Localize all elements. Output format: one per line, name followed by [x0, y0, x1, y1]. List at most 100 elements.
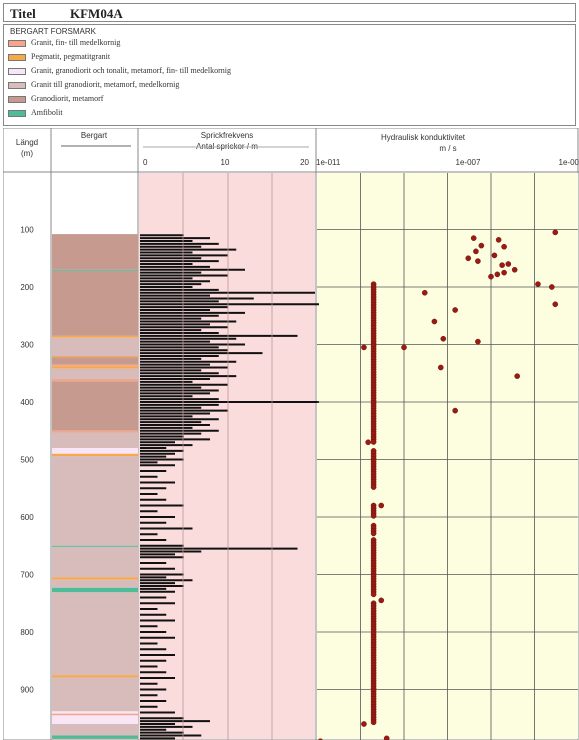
fracture-bar	[140, 654, 175, 656]
fracture-bar	[140, 432, 202, 435]
conductivity-point	[361, 344, 367, 351]
fracture-bar	[140, 631, 167, 633]
rock-unit	[52, 356, 138, 358]
fracture-bar	[140, 688, 167, 691]
fracture-bar	[140, 271, 202, 274]
hydraulic-tick-min: 1e-011	[316, 158, 341, 167]
fracture-bar	[140, 723, 175, 725]
depth-tick-label: 400	[20, 398, 34, 407]
fracture-bar	[140, 602, 175, 605]
depth-tick-label: 500	[20, 456, 34, 465]
fracture-bar	[140, 346, 219, 349]
fracture-bar	[140, 438, 210, 441]
rock-unit	[52, 456, 138, 546]
rock-unit	[52, 234, 138, 270]
fracture-tick-20: 20	[300, 158, 309, 167]
fracture-bar	[140, 487, 167, 490]
conductivity-point	[370, 719, 377, 726]
fracture-bar	[140, 372, 219, 375]
conductivity-point	[475, 258, 481, 264]
conductivity-point	[421, 289, 428, 296]
rock-unit	[52, 364, 138, 367]
legend-label: Granodiorit, metamorf	[31, 94, 104, 103]
fracture-bar	[140, 734, 202, 737]
fracture-bar	[140, 398, 219, 401]
fracture-bar	[140, 527, 193, 530]
fracture-bar	[140, 426, 193, 429]
conductivity-point	[495, 237, 502, 243]
fracture-bar	[140, 573, 184, 576]
rock-unit	[52, 381, 138, 431]
legend-label: Pegmatit, pegmatitgranit	[31, 52, 111, 61]
fracture-bar	[140, 694, 158, 697]
fracture-bar	[140, 360, 237, 363]
conductivity-point	[514, 373, 520, 379]
fracture-bar	[140, 343, 245, 346]
fracture-bar	[140, 521, 167, 524]
rock-unit	[52, 432, 138, 448]
legend-label: Granit, granodiorit och tonalit, metamor…	[31, 66, 231, 75]
fracture-bar	[140, 403, 219, 406]
fracture-bar	[140, 297, 254, 300]
fracture-bar	[140, 332, 219, 334]
fracture-bar	[140, 470, 167, 472]
conductivity-point	[378, 597, 385, 604]
rock-unit	[52, 448, 138, 454]
fracture-bar	[140, 544, 184, 547]
fracture-bar	[140, 533, 158, 536]
rock-unit	[52, 587, 138, 593]
fracture-bar	[140, 263, 193, 265]
rock-column-title: Bergart	[81, 131, 108, 140]
conductivity-point	[383, 735, 390, 740]
rock-unit	[52, 735, 138, 739]
legend-label: Granit, fin- till medelkornig	[31, 38, 121, 47]
fracture-bar	[140, 728, 167, 731]
conductivity-point	[465, 255, 472, 262]
depth-tick-label: 100	[20, 226, 34, 235]
fracture-bar	[140, 265, 210, 268]
fracture-bar	[140, 300, 219, 303]
fracture-bar	[140, 306, 228, 309]
fracture-bar	[140, 326, 228, 329]
fracture-bar	[140, 389, 219, 392]
fracture-bar	[140, 234, 184, 237]
fracture-bar	[140, 323, 210, 326]
depth-column-title: Längd	[16, 138, 38, 147]
conductivity-point	[552, 301, 559, 308]
fracture-bar	[140, 458, 184, 461]
rock-unit	[52, 545, 138, 547]
fracture-tick-0: 0	[143, 158, 148, 167]
fracture-bar	[140, 444, 193, 447]
fracture-bar	[140, 659, 167, 662]
fracture-bar	[140, 375, 237, 378]
fracture-bar	[140, 380, 193, 383]
fracture-bar	[140, 585, 184, 587]
rock-unit	[52, 579, 138, 588]
fracture-bar	[140, 340, 210, 343]
fracture-bar	[140, 613, 167, 616]
fracture-bar	[140, 240, 193, 242]
conductivity-point	[437, 364, 444, 371]
conductivity-point	[552, 229, 559, 236]
fracture-bar	[140, 737, 175, 740]
conductivity-point	[499, 262, 505, 268]
fracture-bar	[140, 547, 298, 550]
fracture-bar	[140, 493, 158, 495]
fracture-bar	[140, 498, 167, 501]
fracture-bar	[140, 309, 210, 311]
borehole-log-chart: Längd (m) Bergart Sprickfrekvens Antal s…	[3, 128, 579, 740]
conductivity-point	[470, 235, 477, 241]
legend-swatch	[8, 68, 26, 75]
fracture-bar	[140, 406, 202, 409]
rock-unit	[52, 592, 138, 676]
conductivity-point	[440, 335, 447, 342]
rock-unit	[52, 337, 138, 356]
legend-swatch	[8, 96, 26, 103]
fracture-bar	[140, 311, 245, 314]
fracture-bar	[140, 596, 167, 599]
conductivity-point	[452, 407, 458, 414]
fracture-bar	[140, 260, 219, 263]
fracture-bar	[140, 461, 158, 464]
fracture-bar	[140, 717, 184, 720]
fracture-bar	[140, 277, 193, 280]
